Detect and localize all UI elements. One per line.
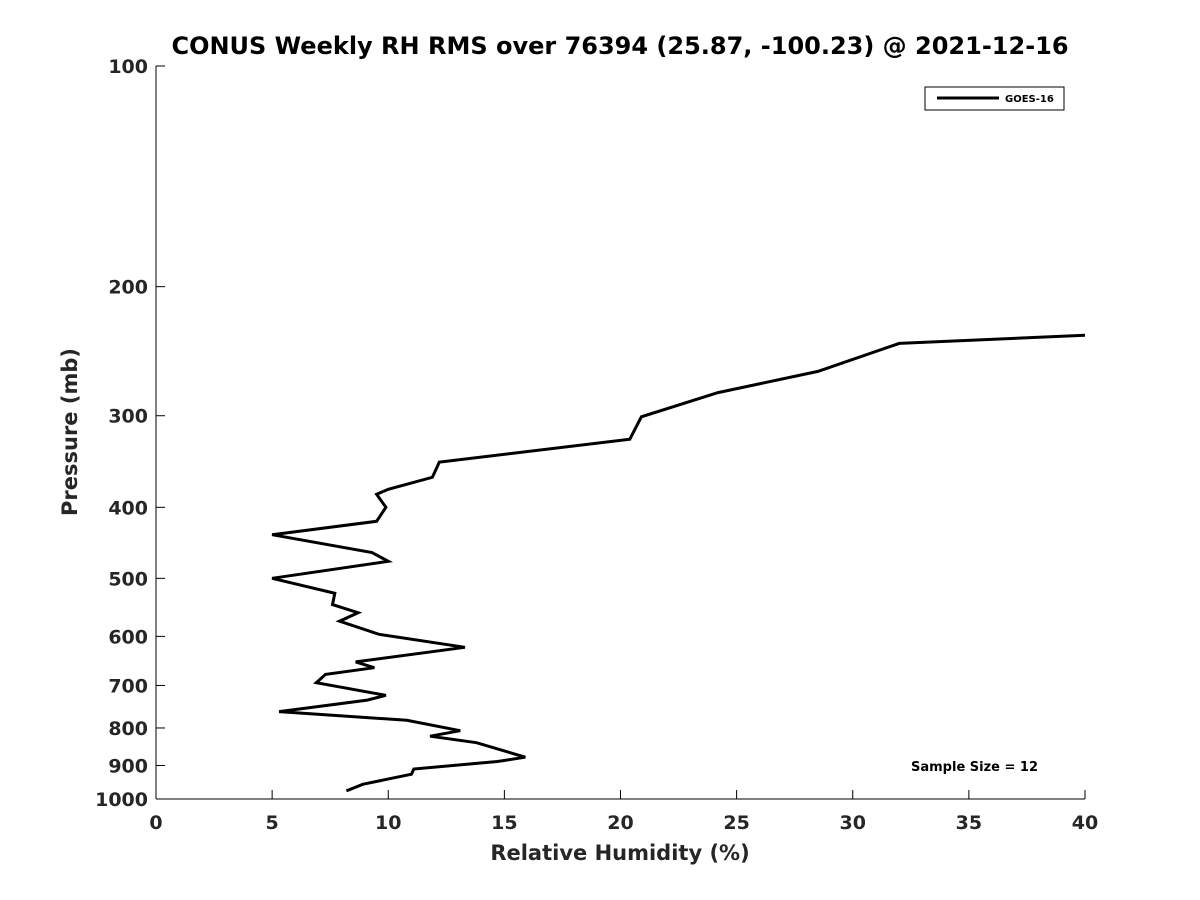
x-tick-label: 30	[840, 812, 866, 834]
series-line-goes-16	[271, 333, 1086, 793]
y-ticks: 100 200 300 400 500 600 700 800 900 1000	[95, 56, 165, 811]
x-tick-label: 20	[607, 812, 633, 834]
y-tick-label: 500	[108, 568, 148, 590]
y-tick-label: 800	[108, 718, 148, 740]
legend: GOES-16	[924, 86, 1065, 111]
x-tick-label: 40	[1072, 812, 1098, 834]
x-tick-label: 0	[149, 812, 162, 834]
x-axis-label: Relative Humidity (%)	[490, 841, 749, 865]
sample-size-annotation: Sample Size = 12	[911, 760, 1038, 775]
y-axis-label: Pressure (mb)	[58, 348, 82, 516]
chart-title: CONUS Weekly RH RMS over 76394 (25.87, -…	[171, 32, 1068, 60]
x-tick-label: 25	[723, 812, 749, 834]
legend-label-goes16: GOES-16	[1005, 94, 1054, 105]
y-tick-label: 600	[108, 626, 148, 648]
x-tick-label: 5	[266, 812, 279, 834]
y-tick-label: 700	[108, 675, 148, 697]
y-tick-label: 1000	[95, 789, 148, 811]
y-tick-label: 300	[108, 406, 148, 428]
y-tick-label: 400	[108, 497, 148, 519]
y-tick-label: 100	[108, 56, 148, 78]
series-layer	[271, 333, 1086, 793]
x-tick-label: 10	[375, 812, 401, 834]
x-tick-label: 15	[491, 812, 517, 834]
x-tick-label: 35	[956, 812, 982, 834]
y-tick-label: 900	[108, 755, 148, 777]
x-ticks: 0 5 10 15 20 25 30 35 40	[149, 790, 1098, 834]
y-tick-label: 200	[108, 277, 148, 299]
